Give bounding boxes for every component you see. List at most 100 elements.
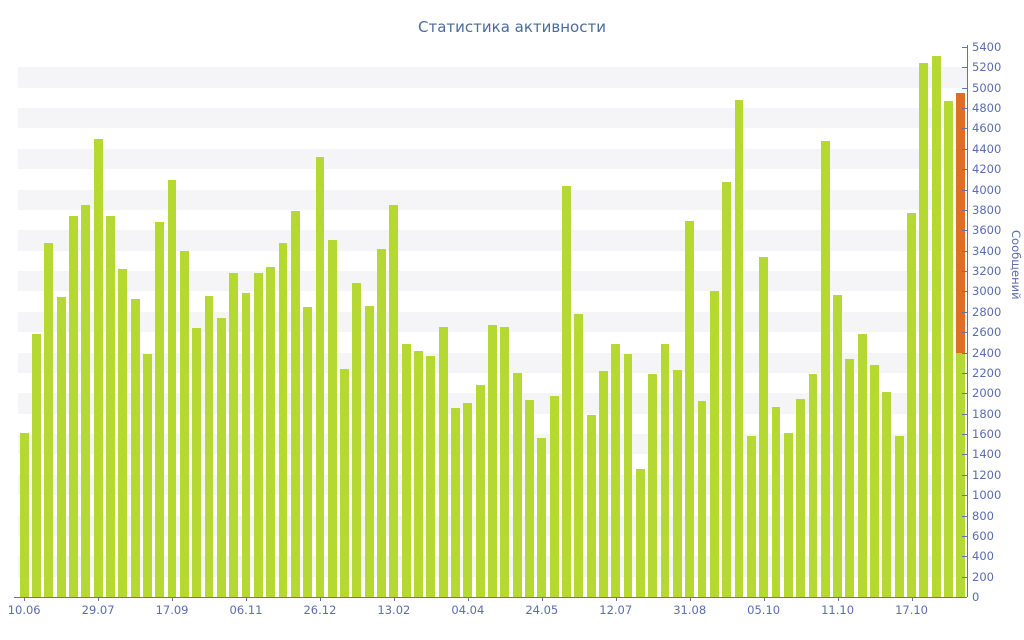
bar[interactable] [870,364,879,597]
y-tick [962,352,967,354]
bar[interactable] [919,63,929,597]
bar[interactable] [241,293,251,597]
bar[interactable] [820,140,830,597]
y-tick [962,87,967,89]
bar[interactable] [438,327,448,597]
y-tick [962,454,967,456]
bar[interactable] [463,403,473,597]
bar[interactable] [303,306,313,597]
bar[interactable] [697,401,707,597]
bar[interactable] [229,273,239,597]
bar[interactable] [414,350,423,597]
bar[interactable] [377,248,386,597]
bar[interactable] [142,353,152,597]
bar[interactable] [771,406,781,597]
bar[interactable] [796,399,806,597]
bar[interactable] [315,157,325,597]
bar[interactable] [32,334,41,597]
bar[interactable] [44,242,54,597]
bar[interactable] [69,216,78,597]
bar[interactable] [709,291,719,597]
bar[interactable] [266,267,276,597]
bar[interactable] [549,396,559,597]
bar[interactable] [598,370,608,597]
bar[interactable] [586,414,596,597]
bar[interactable] [130,298,140,597]
plot-area [18,47,967,597]
x-tick-label: 24.05 [525,603,559,617]
bar[interactable] [19,433,29,597]
bar[interactable] [389,204,399,597]
bar[interactable] [931,56,941,597]
bar[interactable] [857,334,867,597]
x-tick-label: 10.06 [7,603,41,617]
bar[interactable] [93,138,103,597]
bar[interactable] [216,317,226,597]
bar[interactable] [451,407,460,597]
bar[interactable] [512,372,522,597]
y-tick-label: 2000 [972,386,1002,401]
bar[interactable] [352,283,362,597]
bar[interactable] [192,328,202,597]
bar[interactable] [907,213,916,597]
bar[interactable] [623,353,633,597]
bar[interactable] [179,250,189,597]
bar[interactable] [401,344,411,597]
bar[interactable] [956,352,966,597]
bar[interactable] [340,368,350,597]
bar[interactable] [488,325,497,597]
y-tick [962,372,967,374]
y-tick [962,250,967,252]
bar[interactable] [204,295,214,597]
bar[interactable] [500,327,510,597]
x-axis-line [14,597,967,598]
grid-band [18,108,967,129]
bar[interactable] [685,221,695,597]
x-tick-label: 26.12 [303,603,337,617]
bar[interactable] [944,100,953,597]
bar[interactable] [734,99,744,597]
bar[interactable] [364,305,374,597]
bar[interactable] [562,185,571,597]
bar[interactable] [894,436,904,597]
y-tick-label: 1800 [972,406,1002,421]
bar[interactable] [660,344,670,597]
bar[interactable] [475,385,485,597]
bar[interactable] [56,296,66,597]
x-tick-label: 06.11 [229,603,263,617]
x-tick-label: 11.10 [821,603,855,617]
bar[interactable] [537,438,547,597]
y-tick-label: 200 [972,569,994,584]
bar[interactable] [783,433,793,597]
bar[interactable] [525,400,534,597]
bar[interactable] [648,373,658,597]
bar[interactable] [882,392,892,597]
grid-band [18,47,967,67]
bar[interactable] [635,468,645,597]
bar[interactable] [118,269,128,597]
y-tick [962,434,967,436]
y-tick [962,597,967,598]
bar[interactable] [426,355,436,597]
bar[interactable] [290,210,300,597]
bar[interactable] [611,344,621,597]
bar[interactable] [722,182,732,597]
bar[interactable] [746,436,756,597]
x-tick-label: 04.04 [451,603,485,617]
bar[interactable] [253,273,263,597]
bar[interactable] [759,256,769,597]
y-tick [962,67,967,69]
bar[interactable] [81,204,91,597]
bar[interactable] [808,373,818,597]
bar[interactable] [833,294,842,597]
bar-highlight-segment[interactable] [956,92,966,353]
bar[interactable] [327,239,337,597]
bar[interactable] [845,358,855,597]
bar[interactable] [105,216,115,597]
bar[interactable] [278,242,288,597]
x-tick [98,597,100,601]
bar[interactable] [574,313,584,597]
bar[interactable] [155,222,165,597]
bar[interactable] [672,369,682,597]
bar[interactable] [167,180,177,597]
